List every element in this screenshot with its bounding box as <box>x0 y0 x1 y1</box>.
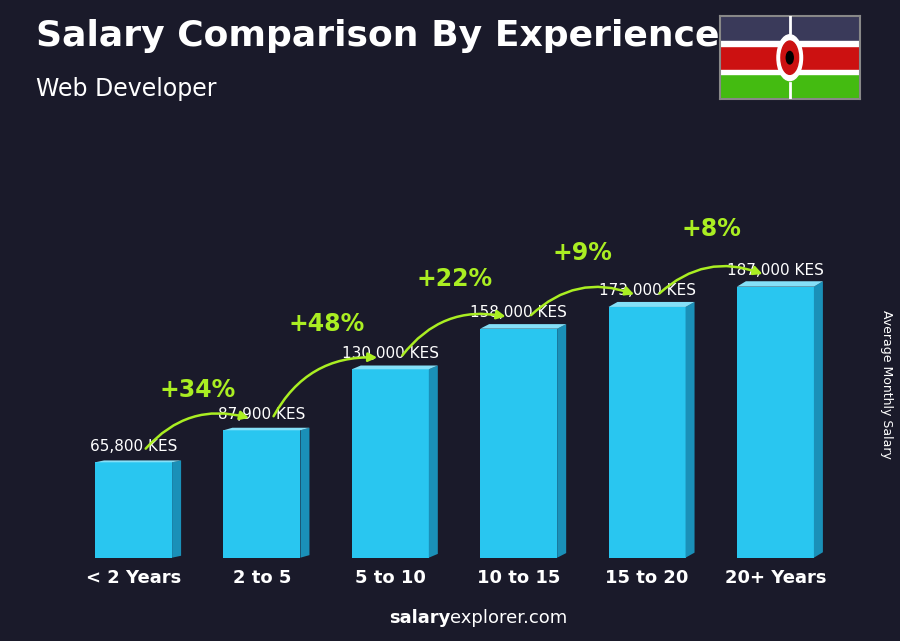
Polygon shape <box>352 365 437 369</box>
Bar <box>481 329 557 558</box>
Text: 130,000 KES: 130,000 KES <box>342 345 439 361</box>
Polygon shape <box>95 460 181 462</box>
Text: 65,800 KES: 65,800 KES <box>90 438 177 454</box>
Text: Web Developer: Web Developer <box>36 77 217 101</box>
Polygon shape <box>428 365 437 558</box>
Polygon shape <box>686 302 695 558</box>
Bar <box>720 70 859 74</box>
Polygon shape <box>223 428 310 430</box>
Ellipse shape <box>781 41 798 74</box>
Bar <box>720 16 859 44</box>
Text: 87,900 KES: 87,900 KES <box>219 406 306 422</box>
Polygon shape <box>172 460 181 558</box>
Bar <box>352 369 428 558</box>
Polygon shape <box>737 281 823 287</box>
Polygon shape <box>608 302 695 307</box>
Text: +9%: +9% <box>553 241 613 265</box>
Polygon shape <box>557 324 566 558</box>
Text: Salary Comparison By Experience: Salary Comparison By Experience <box>36 19 719 53</box>
Text: explorer.com: explorer.com <box>450 609 567 627</box>
Bar <box>720 72 859 99</box>
Text: 187,000 KES: 187,000 KES <box>727 263 824 278</box>
Text: +34%: +34% <box>159 378 236 402</box>
Ellipse shape <box>787 51 793 64</box>
Text: +22%: +22% <box>417 267 492 292</box>
Text: +48%: +48% <box>288 312 364 337</box>
Text: 173,000 KES: 173,000 KES <box>598 283 696 298</box>
Ellipse shape <box>777 35 803 81</box>
Text: salary: salary <box>389 609 450 627</box>
Bar <box>95 462 172 558</box>
Bar <box>223 430 301 558</box>
Bar <box>720 44 859 72</box>
Bar <box>720 42 859 46</box>
Polygon shape <box>301 428 310 558</box>
Bar <box>737 287 814 558</box>
Text: +8%: +8% <box>681 217 742 241</box>
Polygon shape <box>481 324 566 329</box>
Bar <box>608 307 686 558</box>
Text: 158,000 KES: 158,000 KES <box>470 305 567 320</box>
Text: Average Monthly Salary: Average Monthly Salary <box>880 310 893 459</box>
Polygon shape <box>814 281 823 558</box>
